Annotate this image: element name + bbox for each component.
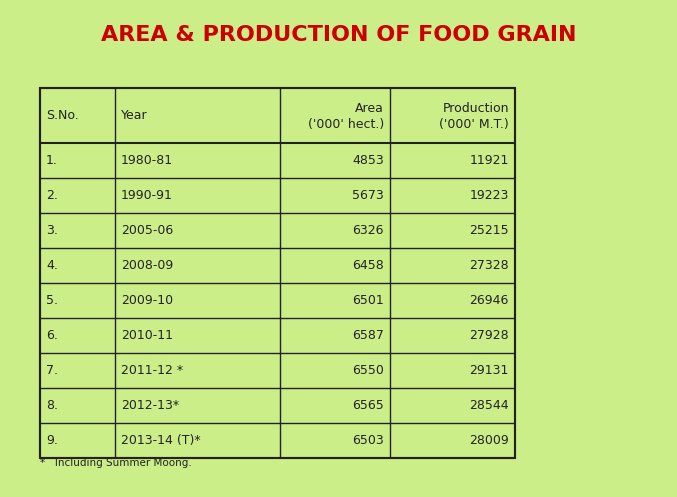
Text: 27328: 27328 [469,259,509,272]
Text: 4853: 4853 [352,154,384,167]
Text: 6565: 6565 [352,399,384,412]
Text: 1.: 1. [46,154,58,167]
Text: 2009-10: 2009-10 [121,294,173,307]
Text: 2.: 2. [46,189,58,202]
Text: 6.: 6. [46,329,58,342]
Text: AREA & PRODUCTION OF FOOD GRAIN: AREA & PRODUCTION OF FOOD GRAIN [101,25,576,45]
Text: 6501: 6501 [352,294,384,307]
Text: Production: Production [443,102,509,115]
Text: 28009: 28009 [469,434,509,447]
Text: 2008-09: 2008-09 [121,259,173,272]
Text: 6550: 6550 [352,364,384,377]
Text: 6503: 6503 [352,434,384,447]
Text: 3.: 3. [46,224,58,237]
Text: 9.: 9. [46,434,58,447]
Text: 2010-11: 2010-11 [121,329,173,342]
Text: S.No.: S.No. [46,109,79,122]
Text: 4.: 4. [46,259,58,272]
Bar [40,88,515,458]
Text: ('000' M.T.): ('000' M.T.) [439,118,509,131]
Text: 6326: 6326 [353,224,384,237]
Text: 19223: 19223 [470,189,509,202]
Text: 5673: 5673 [352,189,384,202]
Text: *   Including Summer Moong.: * Including Summer Moong. [40,458,192,468]
Text: 26946: 26946 [470,294,509,307]
Text: 11921: 11921 [470,154,509,167]
Text: 2005-06: 2005-06 [121,224,173,237]
Text: 25215: 25215 [469,224,509,237]
Text: 1990-91: 1990-91 [121,189,173,202]
Text: 1980-81: 1980-81 [121,154,173,167]
Text: 29131: 29131 [470,364,509,377]
Text: 28544: 28544 [469,399,509,412]
Text: 6458: 6458 [352,259,384,272]
Text: 27928: 27928 [469,329,509,342]
Text: 2011-12 *: 2011-12 * [121,364,183,377]
Text: Year: Year [121,109,148,122]
Text: ('000' hect.): ('000' hect.) [308,118,384,131]
Text: 6587: 6587 [352,329,384,342]
Text: 8.: 8. [46,399,58,412]
Text: 2013-14 (T)*: 2013-14 (T)* [121,434,200,447]
Text: Area: Area [355,102,384,115]
Text: 2012-13*: 2012-13* [121,399,179,412]
Text: 7.: 7. [46,364,58,377]
Text: 5.: 5. [46,294,58,307]
